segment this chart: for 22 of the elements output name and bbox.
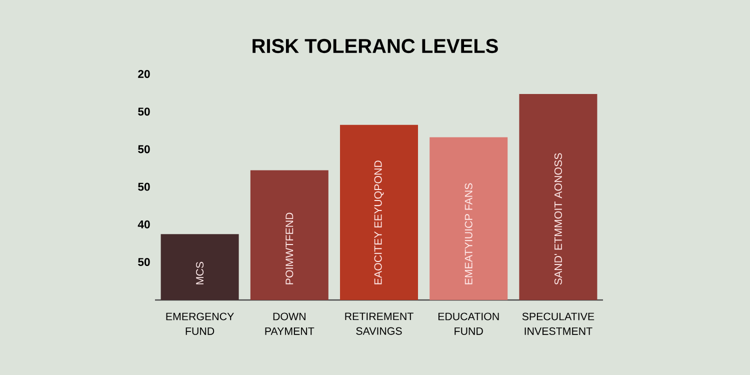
bar xyxy=(430,137,508,300)
annotation: EMEATYIUICP FANS xyxy=(464,183,472,284)
x-tick-label: DOWN PAYMENT xyxy=(265,312,314,335)
text: 20 xyxy=(138,70,150,78)
x-tick-label: SPECULATIVE INVESTMENT xyxy=(522,312,594,335)
text: 50 xyxy=(138,182,150,191)
bar xyxy=(340,124,418,300)
bar xyxy=(250,170,328,300)
x-tick-label: EDUCATION FUND xyxy=(438,312,499,335)
annotation: POIMWTFEND xyxy=(286,212,294,284)
chart-title: RISK TOLERANC LEVELS xyxy=(252,38,498,54)
annotation: MCS xyxy=(196,262,204,284)
bar xyxy=(160,234,239,300)
x-tick-label: EMERGENCY FUND xyxy=(166,312,234,335)
text: 50 xyxy=(138,145,150,154)
annotation: EAOCITEY EEYUQPOND xyxy=(374,160,384,284)
annotation: SAND' ETMMOIT AONOSS xyxy=(554,153,562,285)
text: 40 xyxy=(138,220,150,228)
text: 50 xyxy=(138,108,150,116)
text: 50 xyxy=(138,258,150,266)
x-tick-label: RETIREMENT SAVINGS xyxy=(345,312,414,335)
bar xyxy=(519,94,598,300)
